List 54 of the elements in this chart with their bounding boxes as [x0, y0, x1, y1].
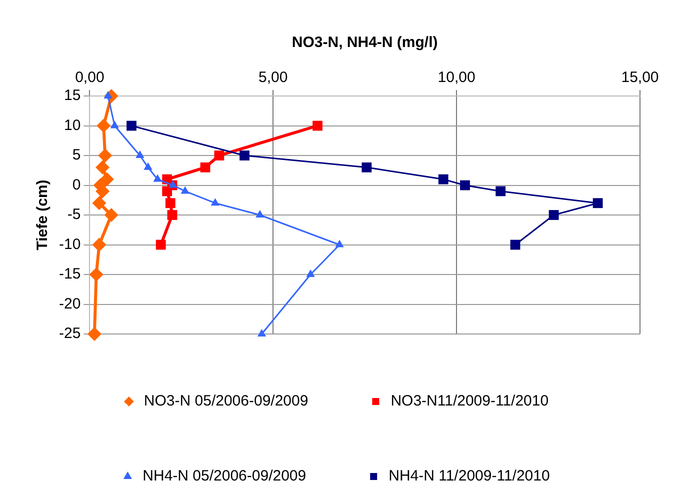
y-tick-label: 10: [64, 116, 81, 134]
point: [210, 198, 220, 206]
point: [144, 162, 152, 170]
y-tick-label: -5: [67, 206, 81, 224]
point: [335, 240, 344, 248]
legend-label: NO3-N11/2009-11/2010: [390, 392, 549, 410]
legend-label: NH4-N 05/2006-09/2009: [142, 468, 306, 485]
point: [89, 268, 104, 282]
point: [162, 186, 172, 196]
point: [165, 198, 176, 208]
point: [306, 270, 315, 277]
point: [200, 162, 210, 172]
y-tick-label: 5: [72, 146, 81, 164]
point: [92, 196, 106, 210]
point: [153, 174, 162, 182]
point: [136, 150, 144, 158]
y-axis-title: Tiefe (cm): [34, 180, 52, 250]
point: [156, 240, 166, 250]
y-tick-label: 15: [64, 87, 81, 104]
y-tick-label: -25: [58, 325, 81, 342]
point: [104, 208, 118, 222]
point: [548, 210, 559, 220]
point: [92, 238, 106, 252]
legend-label: NH4-N 11/2009-11/2010: [388, 468, 550, 485]
point: [96, 160, 110, 174]
point: [256, 210, 264, 218]
point: [167, 210, 178, 220]
x-tick-label: 0,00: [75, 69, 104, 86]
point: [257, 329, 266, 336]
point: [362, 162, 372, 172]
point: [98, 148, 112, 162]
legend-label: NO3-N 05/2006-09/2009: [144, 392, 308, 410]
point: [312, 120, 322, 131]
point: [214, 150, 224, 160]
point: [96, 118, 111, 133]
x-tick-label: 5,00: [258, 69, 288, 86]
point: [438, 174, 448, 184]
x-tick-label: 10,00: [438, 69, 476, 86]
point: [460, 180, 470, 190]
point: [87, 327, 102, 341]
x-axis-title: NO3-N, NH4-N (mg/l): [292, 34, 438, 52]
point: [126, 120, 136, 131]
y-tick-label: -15: [58, 266, 81, 283]
point: [496, 186, 506, 196]
point: [240, 150, 250, 160]
point: [510, 240, 520, 250]
point: [180, 186, 190, 194]
x-tick-label: 15,00: [621, 69, 659, 86]
point: [592, 198, 603, 208]
y-tick-label: -10: [58, 236, 81, 253]
y-tick-label: 0: [72, 176, 81, 194]
point: [168, 180, 178, 188]
y-tick-label: -20: [58, 295, 81, 312]
point: [110, 120, 119, 128]
